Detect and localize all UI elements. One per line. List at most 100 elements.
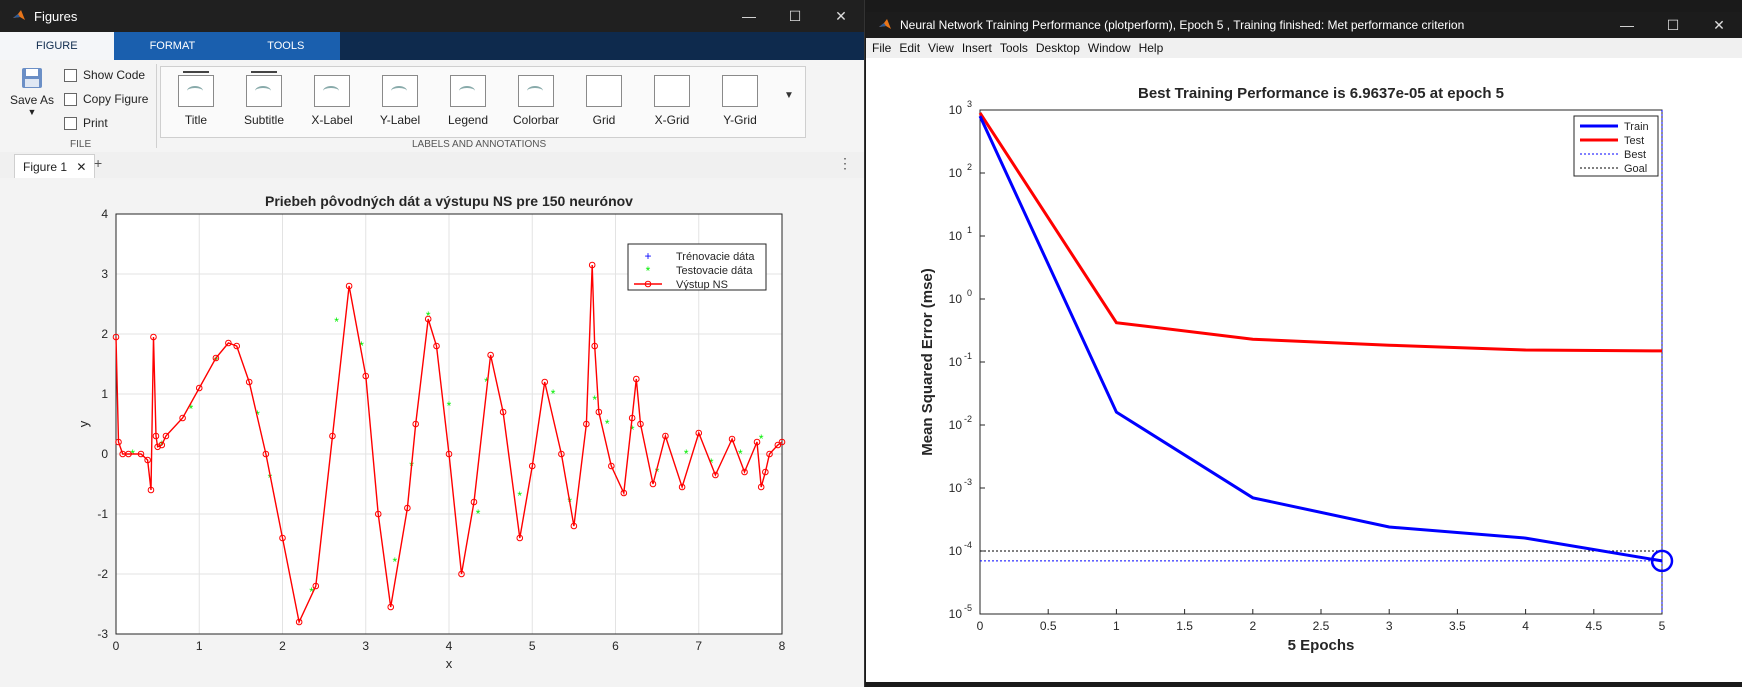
menu-window[interactable]: Window	[1087, 41, 1131, 55]
chart-2[interactable]: 0 0.5 1 1.5 2 2.5 3 3.5 4 4.5 510-510-410-310 -210-…	[866, 58, 1742, 682]
output-point	[404, 504, 411, 512]
gallery-ylabel[interactable]: Y-Label	[367, 67, 433, 137]
output-point	[766, 450, 773, 458]
minimize-icon[interactable]: —	[1620, 17, 1634, 33]
y-tick-label: 10	[949, 481, 963, 495]
maximize-icon[interactable]: ☐	[788, 7, 802, 24]
y-axis-label: y	[76, 420, 91, 427]
tab-tools[interactable]: TOOLS	[231, 32, 341, 60]
x-tick-label: 0.5	[1040, 619, 1057, 633]
output-point	[125, 450, 132, 458]
minimize-icon[interactable]: —	[742, 8, 756, 24]
divider	[156, 64, 157, 148]
figures-titlebar: Figures — ☐ ✕	[0, 0, 864, 32]
gallery-y-grid[interactable]: Y-Grid	[707, 67, 773, 137]
output-point	[728, 435, 736, 443]
gallery-legend[interactable]: Legend	[435, 67, 501, 137]
gallery-label: X-Label	[311, 113, 353, 127]
menu-desktop[interactable]: Desktop	[1035, 41, 1080, 55]
test-data-point: *	[592, 393, 597, 407]
menu-view[interactable]: View	[928, 41, 954, 55]
x-tick-label: 4	[1522, 619, 1529, 633]
training-performance-window: Neural Network Training Performance (plo…	[866, 12, 1742, 682]
legend-label: Best	[1624, 149, 1646, 161]
chevron-down-icon[interactable]: ▼	[27, 107, 37, 117]
output-point	[144, 456, 151, 464]
more-options-icon[interactable]: ⋮	[838, 155, 852, 171]
y-tick-label: 10	[949, 418, 963, 432]
file-group-label: FILE	[70, 139, 92, 150]
add-tab-icon[interactable]: +	[94, 155, 103, 171]
legend-marker	[644, 280, 652, 288]
output-point	[424, 315, 432, 323]
menu-insert[interactable]: Insert	[961, 41, 992, 55]
output-point	[179, 414, 186, 422]
output-point	[233, 342, 241, 350]
legend-label: Goal	[1624, 163, 1647, 175]
x-grid-icon	[654, 75, 690, 107]
close-icon[interactable]: ✕	[835, 7, 847, 24]
output-point	[112, 333, 120, 341]
y-tick-exponent: -5	[964, 603, 972, 613]
copy-figure-button[interactable]: Copy Figure	[64, 92, 148, 106]
output-point	[516, 534, 524, 542]
output-point	[412, 420, 420, 428]
chart-title: Best Training Performance is 6.9637e-05 …	[1138, 85, 1504, 102]
menu-help[interactable]: Help	[1138, 41, 1164, 55]
gallery-x-grid[interactable]: X-Grid	[639, 67, 705, 137]
legend-box	[627, 243, 767, 291]
chart-1[interactable]: 0 1 2 3 4 5 6 7 8 -3 -2 -1 0 1 2 3 4 Priebeh pôvodných dá…	[0, 178, 864, 687]
legend-label: Trénovacie dáta	[676, 251, 755, 263]
print-button[interactable]: Print	[64, 116, 108, 130]
close-tab-icon[interactable]: ✕	[76, 160, 87, 174]
gallery-subtitle[interactable]: Subtitle	[231, 67, 297, 137]
output-point	[154, 443, 161, 451]
test-data-point: *	[684, 447, 689, 461]
legend-label: Testovacie dáta	[676, 265, 753, 277]
gallery-colorbar[interactable]: Colorbar	[503, 67, 569, 137]
output-point	[595, 408, 603, 416]
x-tick-label: 5	[529, 639, 536, 653]
window-title: Neural Network Training Performance (plo…	[900, 18, 1465, 32]
y-tick-label: -2	[97, 567, 108, 581]
show-code-checkbox[interactable]: Show Code	[64, 68, 145, 82]
menu-tools[interactable]: Tools	[999, 41, 1028, 55]
gallery-title[interactable]: Title	[163, 67, 229, 137]
output-point	[147, 486, 155, 494]
y-tick-label: 10	[949, 607, 963, 621]
menu-edit[interactable]: Edit	[899, 41, 921, 55]
save-as-button[interactable]: Save As ▼	[8, 66, 56, 126]
gallery-expand-icon[interactable]: ▼	[784, 90, 794, 101]
x-axis-label: x	[446, 656, 453, 671]
legend-marker: +	[644, 249, 651, 263]
tab-figure[interactable]: FIGURE	[0, 32, 114, 60]
gallery-xlabel[interactable]: X-Label	[299, 67, 365, 137]
y-tick-label: 10	[949, 166, 963, 180]
subtitle-icon	[246, 71, 282, 107]
save-icon	[22, 68, 42, 88]
output-point	[362, 372, 370, 380]
legend-label: Výstup NS	[676, 279, 728, 291]
gallery-label: Colorbar	[512, 113, 560, 127]
menu-file[interactable]: File	[872, 41, 892, 55]
output-point	[741, 468, 748, 476]
output-point	[195, 384, 203, 392]
menubar: File Edit View Insert Tools Desktop Wind…	[866, 38, 1742, 58]
maximize-icon[interactable]: ☐	[1666, 16, 1680, 33]
output-point	[583, 420, 590, 428]
y-tick-exponent: 1	[967, 225, 972, 235]
output-point	[541, 378, 549, 386]
figure-tab-label: Figure 1	[23, 160, 68, 174]
tab-format[interactable]: FORMAT	[113, 32, 232, 60]
tab-figure-1[interactable]: Figure 1 ✕	[14, 154, 96, 179]
output-point	[528, 462, 536, 470]
title-icon	[178, 71, 214, 107]
legend-icon	[450, 75, 486, 107]
gallery-grid[interactable]: Grid	[571, 67, 637, 137]
legend-label: Train	[1624, 121, 1649, 133]
close-icon[interactable]: ✕	[1713, 16, 1725, 33]
y-tick-label: 1	[101, 387, 108, 401]
gallery-label: Legend	[447, 113, 489, 127]
y-tick-label: 3	[101, 267, 108, 281]
test-data-point: *	[655, 465, 660, 479]
